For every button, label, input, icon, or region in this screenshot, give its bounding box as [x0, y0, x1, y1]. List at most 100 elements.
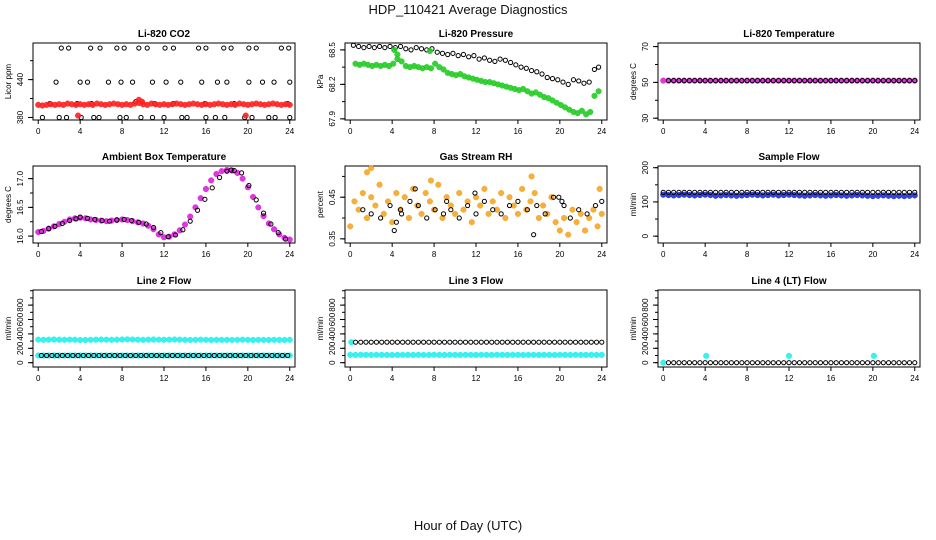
- panel-7-point: [134, 336, 141, 343]
- panel-3-point: [702, 78, 708, 84]
- panel-4-point: [187, 218, 193, 224]
- panel-5-point: [489, 198, 496, 205]
- panel-8-xtick-label: 16: [513, 374, 522, 383]
- panel-1-title: Li-820 CO2: [138, 29, 191, 40]
- panel-7-point: [206, 352, 212, 359]
- panel-7-point: [222, 352, 228, 359]
- panel-7-point: [255, 336, 262, 343]
- panel-3-point: [833, 78, 839, 84]
- panel-3-point: [906, 78, 913, 84]
- panel-7-point: [106, 352, 113, 359]
- panel-8-ytick-label: 200: [328, 341, 337, 355]
- panel-2-point: [434, 49, 440, 55]
- panel-7-ytick-label: 600: [16, 312, 25, 326]
- panel-7-point: [171, 336, 178, 343]
- panel-5-point: [584, 211, 590, 217]
- panel-2-point: [591, 66, 598, 73]
- panel-9-point: [807, 360, 813, 366]
- panel-1-ytick-label: 440: [16, 72, 25, 86]
- panel-5-xtick-label: 12: [472, 250, 481, 259]
- panel-8-point: [410, 339, 416, 345]
- panel-3-point: [723, 78, 729, 84]
- panel-3-point: [844, 78, 850, 84]
- panel-9-xtick-label: 16: [826, 374, 835, 383]
- panel-3-point: [885, 78, 892, 84]
- panel-8-point: [358, 339, 364, 345]
- panel-9-point: [676, 360, 682, 366]
- panel-4-point: [218, 168, 225, 175]
- panel-1-point: [39, 114, 46, 121]
- panel-7-point: [133, 352, 139, 359]
- panel-9-point: [739, 360, 745, 366]
- panel-8-point: [415, 339, 421, 345]
- panel-7-point: [44, 352, 50, 359]
- panel-8-point: [404, 351, 411, 358]
- panel-1-point: [118, 79, 124, 85]
- panel-2-point: [497, 56, 503, 62]
- panel-5-point: [485, 210, 492, 217]
- panel-8-point: [452, 339, 458, 345]
- panel-5-point: [502, 214, 509, 222]
- panel-2-title: Li-820 Pressure: [439, 29, 514, 40]
- panel-4-point: [260, 210, 267, 216]
- panel-9-xtick-label: 4: [703, 374, 708, 383]
- panel-2-point: [382, 44, 388, 51]
- panel-1-point: [178, 79, 184, 85]
- panel-5-point: [514, 210, 521, 217]
- panel-3-point: [781, 78, 787, 84]
- panel-2-point: [523, 65, 529, 71]
- panel-5-point: [519, 185, 526, 192]
- panel-7-point: [38, 352, 44, 359]
- panel-1-point: [58, 45, 64, 51]
- panel-9-point: [817, 360, 824, 366]
- panel-8-point: [478, 351, 485, 358]
- panel-8-point: [504, 339, 511, 345]
- panel-2-point: [426, 47, 433, 55]
- panel-7-ytick-label: 200: [16, 341, 25, 355]
- panel-5-point: [465, 202, 471, 209]
- panel-8-point: [426, 339, 432, 345]
- panel-9-xtick-label: 20: [868, 374, 877, 383]
- panel-5-point: [460, 206, 467, 213]
- panel-8-xtick-label: 8: [432, 374, 437, 383]
- x-axis-title: Hour of Day (UTC): [413, 518, 523, 533]
- panel-9-point: [865, 360, 871, 366]
- panel-7-point: [229, 336, 236, 343]
- panel-6-point: [744, 189, 750, 195]
- panel-2-point: [565, 81, 571, 87]
- panel-7-point: [169, 352, 175, 359]
- panel-1-point: [195, 45, 202, 51]
- panel-1-point: [184, 114, 190, 121]
- panel-7-point: [71, 336, 78, 343]
- panel-2-point: [534, 69, 540, 75]
- panel-5-point: [531, 190, 538, 197]
- panel-1-point: [253, 45, 259, 51]
- panel-8-point: [577, 351, 584, 358]
- panel-6-point: [765, 189, 771, 195]
- panel-7-point: [143, 352, 149, 359]
- panel-1-point: [266, 114, 272, 121]
- panel-7-point: [50, 336, 58, 343]
- panel-7-point: [180, 352, 186, 359]
- panel-8-xtick-label: 12: [472, 374, 481, 383]
- panel-2-point: [398, 58, 405, 65]
- panel-6-xtick-label: 0: [661, 250, 666, 259]
- panel-9-point: [912, 360, 918, 366]
- panel-9-point: [828, 360, 834, 366]
- panel-5-point: [598, 210, 605, 217]
- panel-7-point: [66, 336, 73, 343]
- panel-8-point: [493, 351, 501, 358]
- panel-4-title: Ambient Box Temperature: [102, 152, 227, 163]
- panel-5-point: [443, 194, 450, 201]
- panel-8-point: [378, 351, 385, 358]
- panel-2-point: [591, 92, 598, 99]
- panel-9-ytick-label: 800: [641, 298, 650, 312]
- panel-8-point: [436, 339, 442, 345]
- panel-4-xtick-label: 8: [120, 250, 125, 259]
- panel-2-ytick-label: 68.2: [328, 76, 337, 92]
- panel-4-point: [246, 182, 252, 189]
- panel-8-point: [499, 351, 506, 358]
- panel-3-point: [775, 78, 782, 84]
- panel-8-point: [541, 351, 548, 358]
- panel-3-point: [681, 78, 687, 84]
